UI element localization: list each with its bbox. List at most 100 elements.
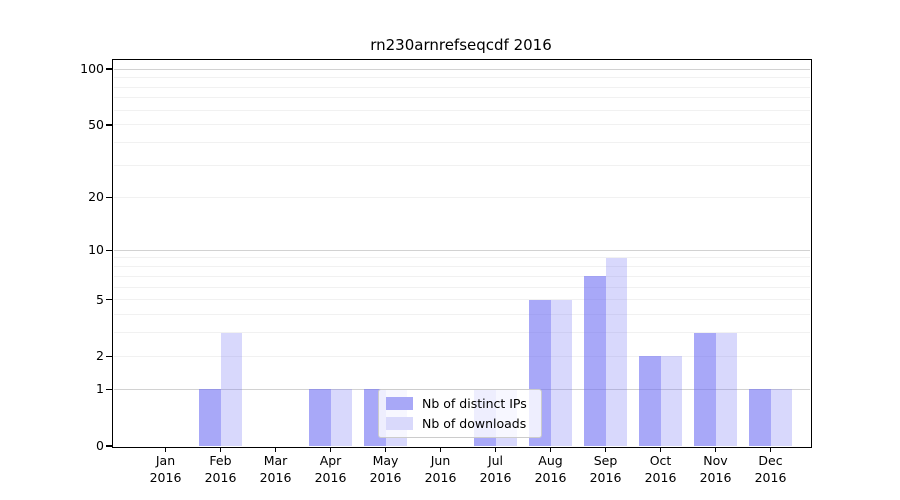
y-gridline-minor [113, 299, 810, 301]
y-gridline-minor [113, 355, 810, 357]
y-gridline-minor [113, 266, 810, 268]
chart-title: rn230arnrefseqcdf 2016 [370, 36, 552, 54]
y-tick-label: 0 [96, 438, 104, 453]
x-tick-mark [714, 447, 717, 452]
y-tick-label: 10 [88, 242, 104, 258]
legend-label: Nb of distinct IPs [422, 396, 527, 411]
y-gridline-minor [113, 124, 810, 126]
y-gridline-minor [113, 77, 810, 79]
y-tick-mark [106, 388, 112, 391]
x-tick-mark [219, 447, 222, 452]
y-gridline-minor [113, 142, 810, 144]
x-tick-mark [439, 447, 442, 452]
x-tick-label: Jul 2016 [461, 452, 531, 486]
y-tick-label: 100 [80, 61, 104, 77]
legend: Nb of distinct IPs Nb of downloads [378, 389, 542, 438]
x-tick-month: Feb [209, 453, 232, 468]
x-tick-mark [494, 447, 497, 452]
x-tick-month: Apr [319, 453, 342, 468]
bar-distinct-ips [199, 389, 221, 446]
x-tick-year: 2016 [149, 470, 182, 485]
x-tick-label: May 2016 [351, 452, 421, 486]
y-gridline-minor [113, 275, 810, 277]
x-tick-year: 2016 [699, 470, 732, 485]
x-tick-month: Dec [758, 453, 783, 468]
y-tick-label: 1 [96, 381, 104, 397]
bar-downloads [660, 356, 682, 446]
y-gridline-minor [113, 196, 810, 198]
bar-downloads [605, 257, 627, 446]
y-tick-mark [106, 124, 112, 126]
y-gridline-minor [113, 332, 810, 334]
y-gridline-minor [113, 86, 810, 88]
x-tick-year: 2016 [259, 470, 292, 485]
x-tick-label: Feb 2016 [186, 452, 256, 486]
legend-swatch [386, 397, 413, 410]
bar-downloads [550, 299, 572, 446]
x-tick-year: 2016 [204, 470, 237, 485]
y-tick-label: 5 [96, 291, 104, 307]
y-gridline-major [113, 68, 810, 70]
x-tick-mark [659, 447, 662, 452]
y-gridline-minor [113, 286, 810, 288]
x-tick-month: Aug [538, 453, 563, 468]
bar-distinct-ips [584, 276, 606, 446]
x-tick-label: Nov 2016 [681, 452, 751, 486]
legend-item: Nb of distinct IPs [386, 395, 533, 412]
x-tick-mark [274, 447, 277, 452]
y-tick-label: 2 [96, 348, 104, 364]
x-tick-year: 2016 [589, 470, 622, 485]
y-tick-mark [106, 445, 112, 447]
bar-downloads [220, 332, 242, 446]
x-tick-year: 2016 [754, 470, 787, 485]
x-tick-mark [604, 447, 607, 452]
x-tick-month: Nov [703, 453, 728, 468]
x-tick-label: Oct 2016 [626, 452, 696, 486]
x-tick-year: 2016 [479, 470, 512, 485]
x-tick-month: May [372, 453, 399, 468]
y-gridline-minor [113, 109, 810, 111]
y-tick-mark [106, 68, 112, 70]
x-tick-mark [549, 447, 552, 452]
x-tick-year: 2016 [424, 470, 457, 485]
x-tick-month: Jan [155, 453, 176, 468]
x-tick-label: Jun 2016 [406, 452, 476, 486]
x-tick-month: Oct [649, 453, 672, 468]
x-tick-year: 2016 [369, 470, 402, 485]
x-tick-mark [164, 447, 167, 452]
y-gridline-minor [113, 97, 810, 99]
y-tick-label: 20 [88, 189, 104, 205]
x-tick-month: Mar [263, 453, 288, 468]
bar-distinct-ips [639, 356, 661, 446]
x-tick-label: Dec 2016 [736, 452, 806, 486]
y-gridline-minor [113, 165, 810, 167]
bar-downloads [715, 332, 737, 446]
y-gridline-minor [113, 257, 810, 259]
legend-item: Nb of downloads [386, 415, 533, 432]
y-tick-label: 50 [88, 116, 104, 132]
x-tick-mark [329, 447, 332, 452]
bar-distinct-ips [309, 389, 331, 446]
x-tick-year: 2016 [314, 470, 347, 485]
y-gridline-major [113, 249, 810, 251]
x-tick-label: Aug 2016 [516, 452, 586, 486]
x-tick-mark [384, 447, 387, 452]
legend-swatch [386, 417, 413, 430]
bar-distinct-ips [749, 389, 771, 446]
x-tick-label: Jan 2016 [131, 452, 201, 486]
bar-downloads [330, 389, 352, 446]
legend-label: Nb of downloads [422, 416, 527, 431]
x-tick-mark [769, 447, 772, 452]
plot-frame [112, 58, 812, 448]
x-tick-label: Sep 2016 [571, 452, 641, 486]
y-tick-mark [106, 249, 112, 251]
x-tick-month: Jul [487, 453, 504, 468]
x-tick-month: Jun [430, 453, 451, 468]
x-tick-year: 2016 [644, 470, 677, 485]
x-tick-label: Mar 2016 [241, 452, 311, 486]
y-gridline-minor [113, 314, 810, 316]
y-tick-mark [106, 298, 112, 301]
